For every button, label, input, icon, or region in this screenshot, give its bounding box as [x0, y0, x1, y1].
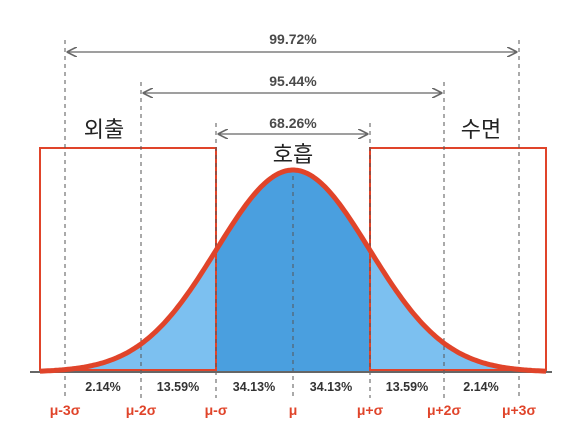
- region-percentages: 2.14% 13.59% 34.13% 34.13% 13.59% 2.14%: [85, 380, 498, 394]
- left-zone-label: 외출: [84, 118, 124, 143]
- region-percentage-2: 13.59%: [157, 380, 199, 394]
- sigma-tick-5: μ+σ: [357, 402, 384, 418]
- center-zone-label: 호흡: [273, 143, 313, 168]
- sigma-tick-2: μ-2σ: [126, 402, 157, 418]
- sigma-tick-3: μ-σ: [205, 402, 228, 418]
- right-zone-label: 수면: [461, 118, 501, 143]
- sigma-tick-4: μ: [289, 402, 298, 418]
- sigma-tick-6: μ+2σ: [427, 402, 462, 418]
- three-sigma-label: 99.72%: [269, 31, 317, 47]
- sigma-tick-1: μ-3σ: [50, 402, 81, 418]
- two-sigma-label: 95.44%: [269, 73, 317, 89]
- region-percentage-3: 34.13%: [233, 380, 275, 394]
- region-percentage-4: 34.13%: [310, 380, 352, 394]
- one-sigma-label: 68.26%: [269, 115, 317, 131]
- sigma-tick-7: μ+3σ: [502, 402, 537, 418]
- region-percentage-1: 2.14%: [85, 380, 120, 394]
- bell-curve: [39, 167, 547, 374]
- sigma-tick-labels: μ-3σ μ-2σ μ-σ μ μ+σ μ+2σ μ+3σ: [50, 402, 537, 418]
- inner-area-fill: [216, 170, 370, 372]
- region-percentage-6: 2.14%: [463, 380, 498, 394]
- region-percentage-5: 13.59%: [386, 380, 428, 394]
- sigma-guide-lines: [64, 40, 520, 398]
